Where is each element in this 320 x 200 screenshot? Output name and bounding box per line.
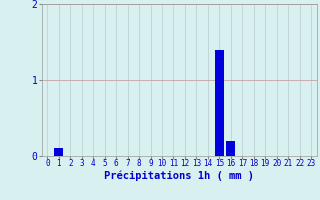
- Bar: [54, 148, 63, 156]
- Bar: [215, 50, 224, 156]
- Bar: [226, 141, 236, 156]
- X-axis label: Précipitations 1h ( mm ): Précipitations 1h ( mm ): [104, 171, 254, 181]
